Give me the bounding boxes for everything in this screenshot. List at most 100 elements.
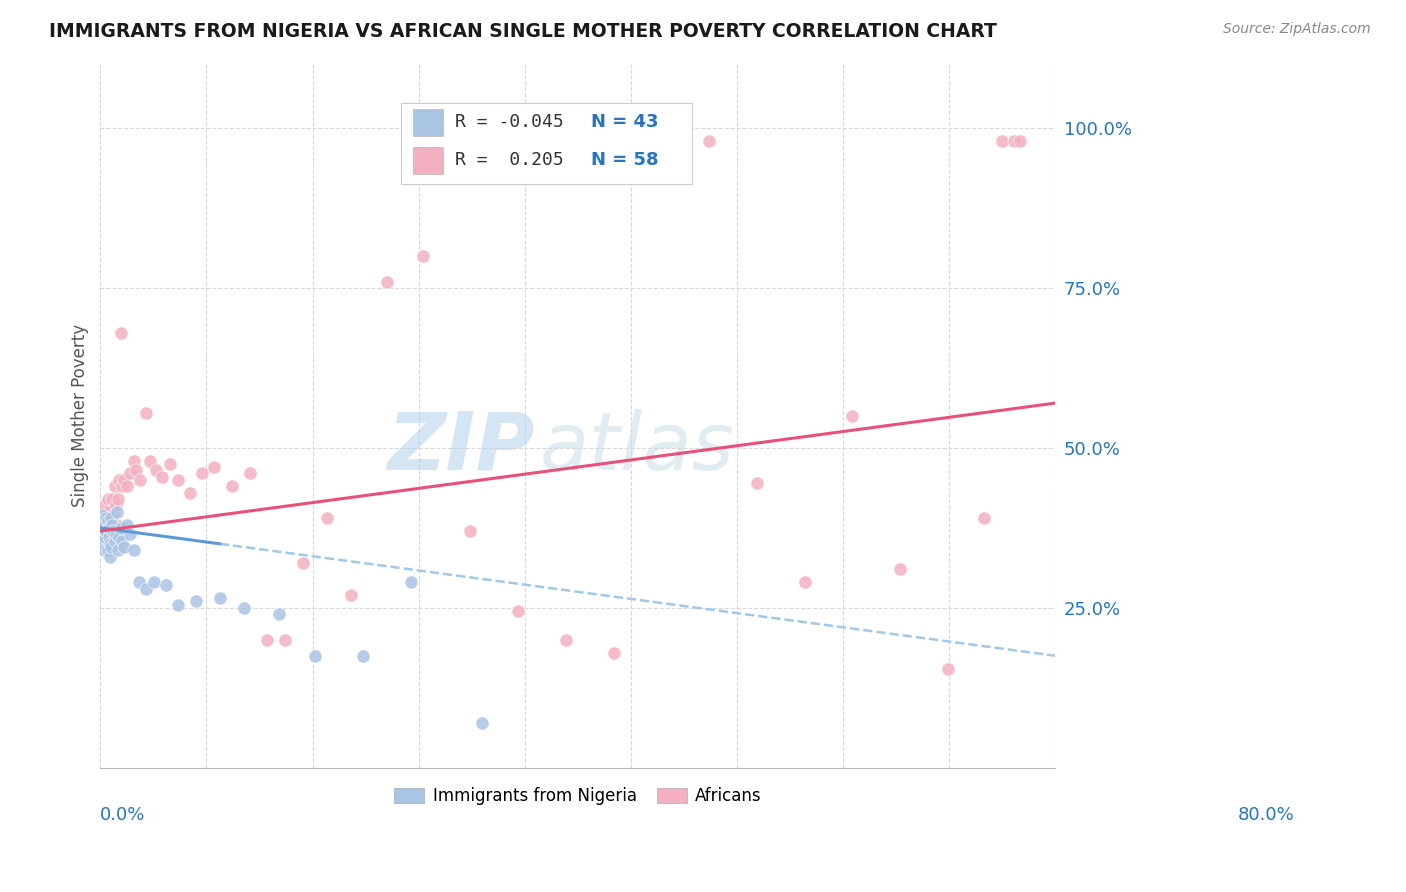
Point (256, 632, 278, 647)
Point (93, 527, 115, 541)
Point (96, 543, 118, 558)
Point (96, 524, 118, 538)
Text: atlas: atlas (540, 409, 734, 486)
Point (697, 134, 720, 148)
Point (91, 533, 114, 548)
Point (111, 479, 134, 493)
Point (98, 549, 121, 564)
Point (990, 134, 1012, 148)
Point (105, 505, 128, 519)
Point (122, 543, 145, 558)
Point (110, 521, 132, 535)
Point (107, 543, 129, 558)
Point (316, 511, 339, 525)
Point (167, 598, 190, 612)
Point (96, 511, 118, 525)
Point (128, 575, 150, 590)
Point (97, 530, 120, 544)
Point (96, 524, 118, 538)
Text: 0.0%: 0.0% (100, 806, 146, 824)
Point (93, 543, 115, 558)
Text: ZIP: ZIP (388, 409, 534, 486)
Point (602, 646, 624, 660)
Point (167, 473, 190, 487)
Point (508, 604, 530, 618)
Point (135, 406, 157, 420)
Point (104, 527, 127, 541)
Point (238, 467, 260, 481)
Point (191, 467, 214, 481)
Point (108, 473, 131, 487)
Point (94, 499, 117, 513)
Point (90, 517, 112, 532)
Point (208, 591, 231, 606)
Point (460, 524, 482, 538)
Point (143, 575, 166, 590)
Point (232, 600, 254, 615)
Point (97, 521, 120, 535)
Point (841, 409, 863, 423)
Point (112, 540, 135, 554)
Point (340, 588, 363, 602)
Text: N = 58: N = 58 (591, 152, 659, 169)
Point (96, 515, 118, 529)
Point (98, 517, 121, 532)
Point (105, 517, 128, 532)
Point (375, 275, 398, 289)
Point (936, 661, 959, 675)
Point (100, 540, 122, 554)
Point (107, 491, 129, 506)
Point (179, 485, 201, 500)
Point (103, 524, 125, 538)
Point (108, 530, 131, 544)
Point (139, 453, 162, 467)
Text: N = 43: N = 43 (591, 113, 658, 131)
Point (101, 517, 124, 532)
Point (145, 463, 167, 477)
Point (90, 508, 112, 522)
Point (98, 537, 121, 551)
Point (93, 505, 115, 519)
Point (793, 575, 815, 590)
Point (104, 499, 127, 513)
Y-axis label: Single Mother Poverty: Single Mother Poverty (72, 325, 89, 508)
Point (128, 473, 150, 487)
Point (115, 479, 138, 493)
Point (471, 715, 494, 730)
Point (412, 249, 434, 263)
Point (304, 648, 326, 663)
Point (745, 476, 768, 491)
Point (91, 511, 114, 525)
Point (120, 527, 142, 541)
Point (135, 582, 157, 596)
Point (100, 511, 122, 525)
Point (152, 469, 174, 483)
Point (120, 467, 142, 481)
Point (221, 479, 243, 493)
Point (399, 575, 422, 590)
Point (554, 632, 576, 647)
Point (274, 632, 297, 647)
Point (104, 479, 127, 493)
Point (122, 453, 145, 467)
Point (112, 473, 135, 487)
Point (159, 457, 181, 471)
Point (97, 505, 120, 519)
Point (104, 533, 127, 548)
Point (269, 607, 291, 622)
Legend: Immigrants from Nigeria, Africans: Immigrants from Nigeria, Africans (388, 780, 768, 812)
Point (111, 533, 134, 548)
Point (155, 578, 177, 592)
Point (650, 134, 672, 148)
Point (973, 511, 995, 525)
Point (103, 508, 125, 522)
Text: Source: ZipAtlas.com: Source: ZipAtlas.com (1223, 22, 1371, 37)
FancyBboxPatch shape (412, 147, 443, 174)
Point (202, 460, 225, 475)
Text: 80.0%: 80.0% (1237, 806, 1294, 824)
Point (110, 326, 132, 340)
Point (91, 521, 114, 535)
FancyBboxPatch shape (412, 109, 443, 136)
Point (96, 491, 118, 506)
Text: R =  0.205: R = 0.205 (454, 152, 564, 169)
